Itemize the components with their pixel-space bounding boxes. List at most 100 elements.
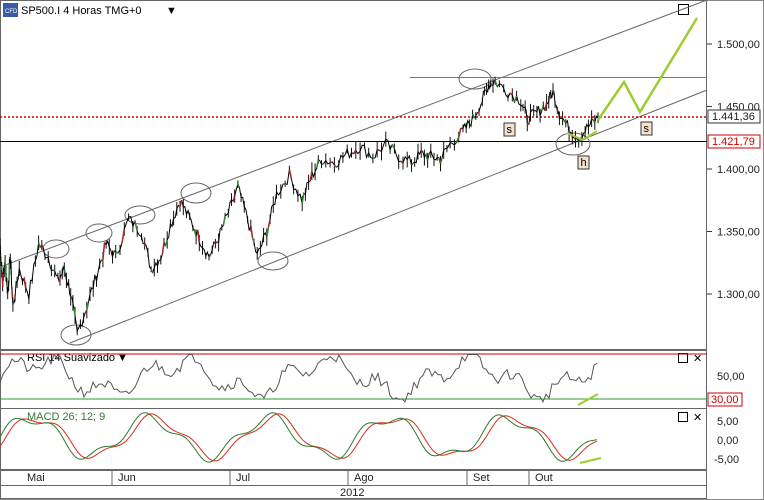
macd-line	[0, 412, 598, 463]
month-label: Set	[473, 472, 490, 484]
price-up-candle	[266, 226, 270, 238]
price-up-candle	[4, 260, 7, 274]
svg-text:s: s	[644, 123, 650, 135]
price-up-candle	[52, 269, 56, 272]
touch-circle	[458, 68, 492, 90]
price-up-candle	[237, 183, 241, 189]
price-tick-label: 1.350,00	[717, 227, 760, 239]
month-label: Mai	[27, 472, 45, 484]
price-up-candle	[552, 88, 555, 93]
pattern-underline	[566, 130, 598, 142]
price-down-candle	[353, 149, 357, 155]
svg-text:1.441,36: 1.441,36	[712, 111, 755, 123]
price-down-candle	[23, 277, 27, 288]
price-up-candle	[86, 302, 90, 311]
projection-path	[596, 17, 699, 121]
price-up-candle	[282, 183, 286, 186]
price-up-candle	[115, 250, 119, 254]
symbol-label: SP500.I 4 Horas TMG+0	[21, 5, 142, 17]
touch-circle	[85, 223, 113, 243]
price-up-candle	[455, 136, 460, 143]
price-down-candle	[591, 118, 594, 121]
price-maximize-icon[interactable]	[678, 4, 689, 15]
cfd-logo-text: CFD	[5, 9, 18, 15]
price-down-candle	[509, 92, 513, 96]
price-up-candle	[251, 236, 255, 243]
price-up-candle	[63, 269, 67, 275]
symbol-dropdown-icon[interactable]: ▼	[166, 5, 177, 17]
price-down-candle	[250, 225, 254, 238]
support-price-tag: 1.421,79	[707, 134, 761, 149]
macd-close-icon[interactable]: ✕	[693, 412, 702, 424]
price-up-candle	[12, 302, 15, 305]
price-pane	[0, 0, 707, 350]
svg-text:30,00: 30,00	[711, 394, 739, 406]
price-up-candle	[315, 159, 320, 169]
price-up-candle	[439, 157, 443, 164]
rsi-level-tag: 30,00	[707, 392, 743, 407]
price-up-candle	[301, 192, 305, 204]
price-down-candle	[214, 241, 218, 245]
price-up-candle	[134, 220, 138, 232]
price-down-candle	[179, 200, 183, 207]
macd-maximize-icon[interactable]	[678, 412, 688, 422]
month-label: Ago	[354, 472, 374, 484]
touch-circle	[180, 182, 212, 204]
price-down-candle	[400, 160, 404, 164]
price-down-candle	[329, 161, 333, 164]
x-year-label: 2012	[340, 487, 364, 499]
macd-signal-line	[0, 413, 598, 462]
price-up-candle	[164, 239, 168, 246]
price-down-candle	[556, 109, 559, 112]
price-down-candle	[102, 243, 106, 260]
price-down-candle	[196, 229, 201, 244]
touch-circles	[42, 68, 591, 346]
price-up-candle	[494, 80, 499, 87]
symbol-header[interactable]: CFD SP500.I 4 Horas TMG+0 ▼	[3, 3, 177, 17]
rsi-maximize-icon[interactable]	[678, 353, 688, 363]
price-up-candle	[73, 307, 76, 316]
pattern-label-s-right: s	[640, 121, 653, 136]
time-axis-pane	[0, 470, 707, 499]
price-up-candle	[333, 164, 338, 168]
price-up-candle	[391, 144, 396, 149]
current-price-tag: 1.441,36	[707, 109, 761, 124]
touch-circle	[257, 251, 289, 271]
month-label: Jul	[236, 472, 250, 484]
channel-lower-line	[69, 89, 708, 344]
price-down-candle	[288, 169, 293, 180]
price-series	[0, 76, 599, 336]
price-up-candle	[222, 215, 226, 226]
price-up-candle	[513, 95, 518, 103]
svg-text:1.421,79: 1.421,79	[712, 136, 755, 148]
price-up-candle	[425, 154, 429, 161]
macd-tick-5: 5,00	[717, 416, 738, 428]
price-up-candle	[100, 258, 104, 262]
price-down-candle	[420, 149, 424, 153]
price-down-candle	[526, 122, 530, 125]
price-up-candle	[37, 242, 41, 248]
price-down-candle	[457, 128, 462, 138]
month-label: Jun	[118, 472, 136, 484]
price-down-candle	[490, 82, 493, 86]
price-down-candle	[376, 148, 380, 151]
price-down-candle	[84, 309, 88, 314]
svg-text:h: h	[581, 157, 587, 169]
price-down-candle	[232, 195, 236, 202]
rsi-tick-50: 50,00	[717, 371, 745, 383]
rsi-close-icon[interactable]: ✕	[693, 353, 702, 365]
macd-title: MACD 26; 12; 9	[27, 411, 105, 423]
rsi-divergence-line	[577, 393, 599, 406]
channel-upper-line	[0, 0, 708, 268]
price-down-candle	[121, 228, 126, 243]
macd-tick-0: 0,00	[717, 435, 738, 447]
price-down-candle	[267, 219, 271, 228]
pattern-label-s-left: s	[503, 122, 516, 137]
price-up-candle	[410, 162, 414, 166]
price-up-candle	[471, 113, 475, 119]
rsi-dropdown-icon[interactable]: ▼	[117, 352, 128, 364]
price-up-candle	[592, 119, 596, 123]
price-down-candle	[544, 102, 548, 112]
